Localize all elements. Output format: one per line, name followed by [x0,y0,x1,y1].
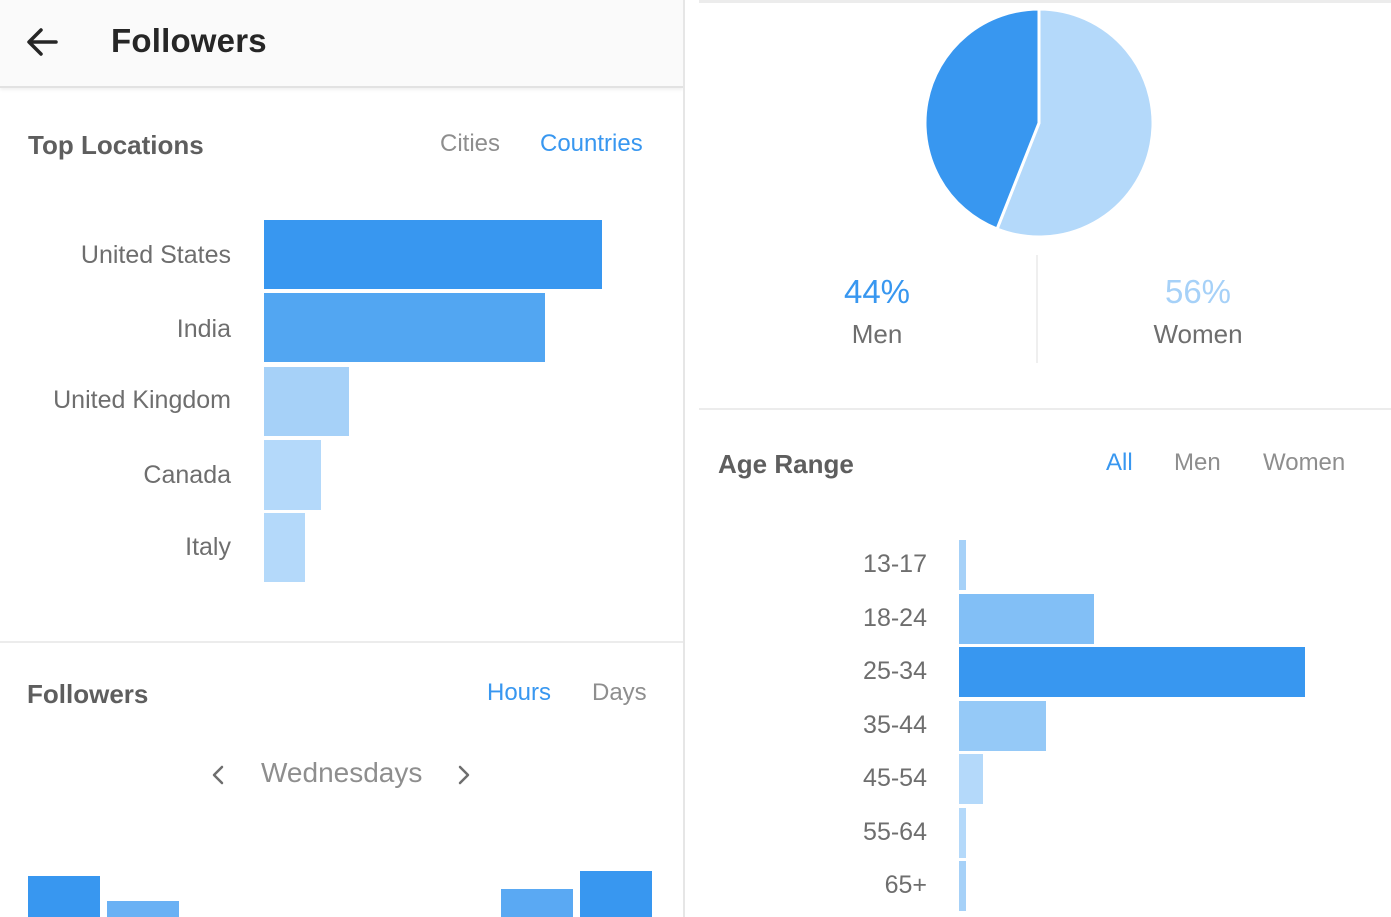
pie-slice-women [995,7,1155,239]
tab-all[interactable]: All [1106,449,1133,476]
age-bar [959,808,966,858]
women-percent: 56% [1164,273,1232,310]
location-bar [264,293,545,362]
location-bar [264,367,349,436]
location-bar [264,513,305,582]
location-label: United States [80,241,231,269]
back-arrow-icon[interactable] [22,22,62,62]
top-locations-title: Top Locations [28,130,204,160]
age-bar [959,594,1094,644]
hour-bar [28,876,100,917]
day-selector-label: Wednesdays [261,757,423,788]
hours-chart [0,860,683,917]
location-bar [264,220,602,289]
age-label: 18-24 [863,604,927,632]
age-bar [959,754,983,804]
age-label: 13-17 [863,550,927,578]
chevron-left-icon[interactable] [206,760,230,790]
age-bar [959,861,966,911]
age-bar [959,540,966,590]
left-panel: Followers Top Locations Cities Countries… [0,0,683,917]
section-divider [0,641,683,643]
location-label: United Kingdom [53,386,231,414]
location-label: Italy [185,533,231,561]
tab-cities[interactable]: Cities [440,130,501,157]
location-label: Canada [143,461,231,489]
age-range-title: Age Range [718,449,854,479]
age-label: 65+ [884,871,927,899]
location-bar [264,440,321,510]
hour-bar [580,871,652,917]
age-bar [959,647,1305,697]
men-label: Men [851,319,903,349]
age-label: 55-64 [863,818,927,846]
age-label: 35-44 [863,711,927,739]
hour-bar [107,901,179,917]
section-divider [699,408,1391,410]
gender-pie-chart [923,7,1155,239]
panel-divider [683,0,699,917]
tab-days[interactable]: Days [592,679,647,706]
women-label: Women [1153,319,1243,349]
right-panel: 44% Men 56% Women Age Range All Men Wome… [699,0,1391,917]
gender-separator [1036,255,1038,363]
app-bar: Followers [0,0,683,88]
page-title: Followers [111,22,267,59]
age-label: 25-34 [863,657,927,685]
hour-bar [501,889,573,917]
age-bar [959,701,1046,751]
chevron-right-icon[interactable] [452,760,476,790]
pie-slice-men [923,7,1041,231]
location-label: India [176,315,231,343]
age-label: 45-54 [863,764,927,792]
tab-hours[interactable]: Hours [487,679,552,706]
tab-women[interactable]: Women [1263,449,1346,476]
men-percent: 44% [843,273,911,310]
tab-men[interactable]: Men [1174,449,1221,476]
tab-countries[interactable]: Countries [540,130,643,157]
followers-activity-title: Followers [27,679,149,709]
